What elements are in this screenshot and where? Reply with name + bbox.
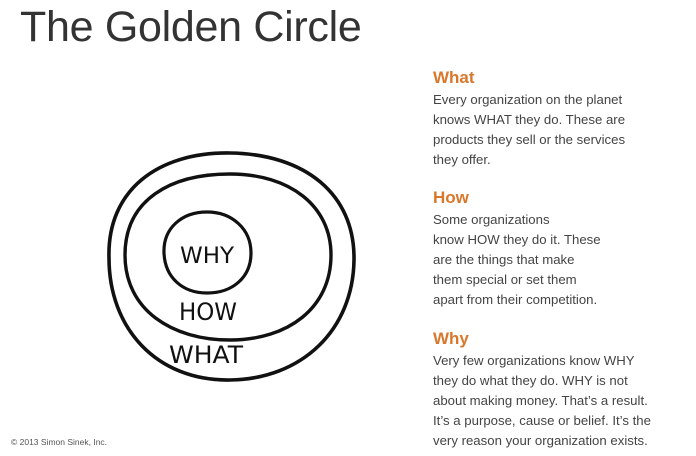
description-line: knows WHAT they do. These are [433,112,626,127]
description-line: them special or set them [433,272,577,287]
section-description: Very few organizations know WHY they do … [433,351,693,451]
what-label: WHAT [169,341,243,369]
description-line: know HOW they do it. These [433,232,601,247]
golden-circle-diagram: WHY HOW WHAT [107,151,356,382]
section-heading: How [433,188,469,207]
description-line: apart from their competition. [433,292,598,307]
description-line: they offer. [433,152,491,167]
section-why: Why Very few organizations know WHY they… [433,329,693,451]
section-description: Some organizations know HOW they do it. … [433,210,693,310]
page-title: The Golden Circle [20,3,362,51]
section-heading: Why [433,329,469,348]
section-description: Every organization on the planet knows W… [433,90,693,170]
why-label: WHY [180,244,235,269]
description-line: very reason your organization exists. [433,433,648,448]
how-label: HOW [179,298,237,326]
section-what: What Every organization on the planet kn… [433,68,693,170]
description-line: about making money. That’s a result. [433,393,648,408]
description-line: It’s a purpose, cause or belief. It’s th… [433,413,651,428]
description-line: Some organizations [433,212,550,227]
description-line: they do what they do. WHY is not [433,373,628,388]
description-line: products they sell or the services [433,132,626,147]
outer-circle-what [107,151,356,382]
section-how: How Some organizations know HOW they do … [433,188,693,310]
inner-circle-why [162,210,253,295]
description-line: Very few organizations know WHY [433,353,635,368]
description-line: Every organization on the planet [433,92,623,107]
description-line: are the things that make [433,252,575,267]
copyright-notice: © 2013 Simon Sinek, Inc. [11,437,108,447]
middle-circle-how [123,172,333,342]
section-heading: What [433,68,475,87]
